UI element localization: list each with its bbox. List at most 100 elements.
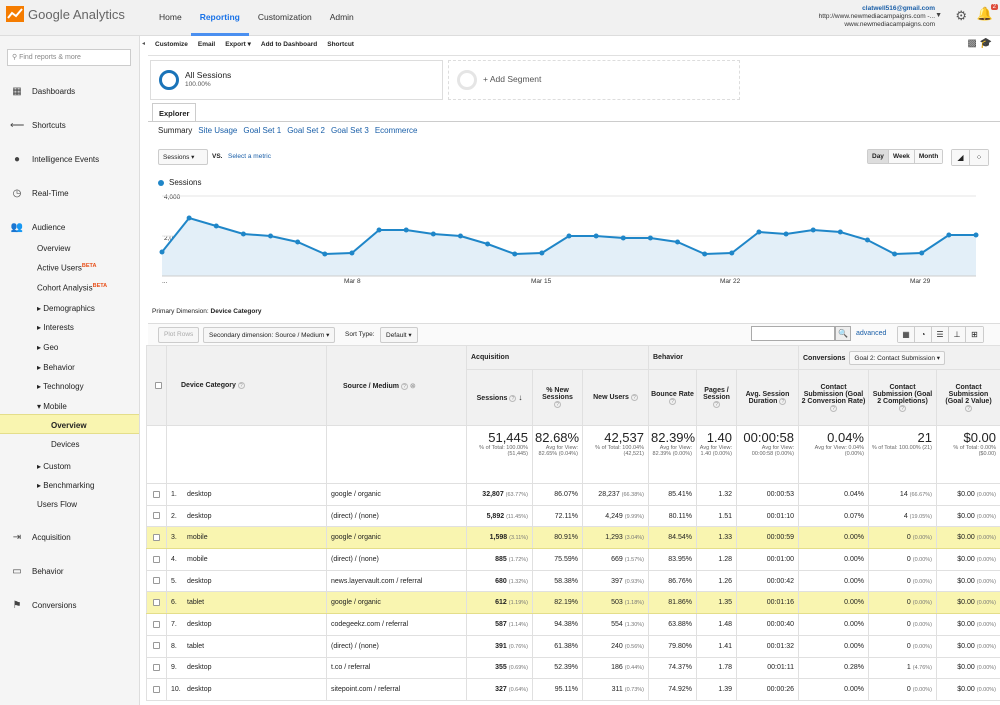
row-checkbox-cell[interactable] xyxy=(146,548,167,571)
device-link[interactable]: desktop xyxy=(187,620,212,628)
email-button[interactable]: Email xyxy=(197,41,216,48)
search-icon[interactable]: 🔍 xyxy=(835,326,851,341)
data-point[interactable] xyxy=(756,229,762,235)
subtab-goal-set-3[interactable]: Goal Set 3 xyxy=(331,126,369,135)
qr-icon[interactable]: ▩ xyxy=(967,38,977,49)
table-row[interactable]: 8. tablet (direct) / (none) 391 (0.76%) 61.3… xyxy=(146,634,1000,658)
help-icon[interactable]: ? xyxy=(509,395,517,402)
sort-desc-icon[interactable]: ↓ xyxy=(518,393,523,402)
source-cell[interactable]: google / organic xyxy=(326,591,467,615)
sidebar-item-shortcuts[interactable]: ⟵ Shortcuts xyxy=(0,119,140,131)
data-point[interactable] xyxy=(485,241,491,247)
secondary-dimension-select[interactable]: Secondary dimension: Source / Medium ▾ xyxy=(203,327,336,343)
data-point[interactable] xyxy=(837,229,843,235)
subtab-ecommerce[interactable]: Ecommerce xyxy=(374,126,418,135)
row-checkbox-cell[interactable] xyxy=(146,678,167,701)
device-link[interactable]: desktop xyxy=(187,512,212,520)
sidebar-item-audience[interactable]: 👥 Audience xyxy=(0,221,140,233)
checkbox[interactable] xyxy=(153,642,160,650)
goal-select[interactable]: Goal 2: Contact Submission ▾ xyxy=(849,350,946,365)
line-chart-icon[interactable]: ◢ xyxy=(952,150,970,165)
data-point[interactable] xyxy=(810,227,816,233)
advanced-link[interactable]: advanced xyxy=(856,330,887,337)
select-metric-link[interactable]: Select a metric xyxy=(228,153,271,160)
data-point[interactable] xyxy=(539,250,545,256)
device-link[interactable]: mobile xyxy=(187,555,208,563)
subtab-site-usage[interactable]: Site Usage xyxy=(198,126,238,135)
row-checkbox-cell[interactable] xyxy=(146,613,167,636)
graduation-cap-icon[interactable]: 🎓 xyxy=(979,38,992,49)
data-point[interactable] xyxy=(240,231,246,237)
data-point[interactable] xyxy=(919,250,925,256)
pivot-view-icon[interactable]: ⊞ xyxy=(966,327,983,342)
header-sessions[interactable]: Sessions ? ↓ xyxy=(466,369,533,426)
data-point[interactable] xyxy=(864,237,870,243)
motion-chart-icon[interactable]: ⁘ xyxy=(970,150,988,165)
data-point[interactable] xyxy=(973,232,979,238)
help-icon[interactable]: ? xyxy=(713,401,720,408)
data-point[interactable] xyxy=(675,239,681,245)
header-device-category[interactable]: Device Category ? xyxy=(166,345,327,426)
data-point[interactable] xyxy=(322,251,328,257)
source-cell[interactable]: t.co / referral xyxy=(326,656,467,680)
help-icon[interactable]: ? xyxy=(630,394,638,401)
add-segment-button[interactable]: + Add Segment xyxy=(448,60,740,100)
data-point[interactable] xyxy=(512,251,518,257)
subtab-summary[interactable]: Summary xyxy=(158,126,193,135)
gear-icon[interactable]: ⚙ xyxy=(955,8,967,23)
sidebar-item-realtime[interactable]: ◷ Real-Time xyxy=(0,187,140,199)
checkbox[interactable] xyxy=(153,534,160,542)
table-row[interactable]: 7. desktop codegeekz.com / referral 587 (1.… xyxy=(146,613,1000,636)
customize-button[interactable]: Customize xyxy=(155,41,188,48)
help-icon[interactable]: ? xyxy=(965,404,972,412)
data-point[interactable] xyxy=(620,235,626,241)
help-icon[interactable]: ? xyxy=(554,401,561,408)
data-point[interactable] xyxy=(946,232,952,238)
sidebar-sub-interests[interactable]: ▸ Interests xyxy=(37,323,74,332)
data-point[interactable] xyxy=(213,223,219,229)
device-link[interactable]: desktop xyxy=(187,686,212,694)
table-view-icon[interactable]: ▦ xyxy=(898,327,915,342)
tab-explorer[interactable]: Explorer xyxy=(152,103,196,122)
help-icon[interactable]: ? xyxy=(779,397,787,405)
data-point[interactable] xyxy=(159,249,165,255)
data-point[interactable] xyxy=(376,227,382,233)
source-cell[interactable]: sitepoint.com / referral xyxy=(326,678,467,701)
source-cell[interactable]: (direct) / (none) xyxy=(326,634,467,658)
source-cell[interactable]: google / organic xyxy=(326,526,467,550)
sidebar-sub-users-flow[interactable]: Users Flow xyxy=(37,500,78,509)
sidebar-item-intelligence[interactable]: ● Intelligence Events xyxy=(0,153,140,165)
search-input[interactable]: ⚲ Find reports & more xyxy=(7,49,131,66)
plot-rows-button[interactable]: Plot Rows xyxy=(158,327,200,343)
period-day-button[interactable]: Day xyxy=(868,150,889,163)
close-icon[interactable]: ⊗ xyxy=(409,382,416,390)
header-goal-completions[interactable]: Contact Submission (Goal 2 Completions)? xyxy=(868,369,937,426)
bell-icon[interactable]: 🔔 xyxy=(976,6,993,21)
header-new-sessions[interactable]: % New Sessions? xyxy=(532,369,583,426)
chevron-down-icon[interactable]: ▼ xyxy=(935,12,942,19)
table-row[interactable]: 9. desktop t.co / referral 355 (0.69%) 52.39… xyxy=(146,656,1000,680)
device-link[interactable]: desktop xyxy=(187,577,212,585)
row-checkbox-cell[interactable] xyxy=(146,656,167,680)
table-row[interactable]: 6. tablet google / organic 612 (1.19%) 82.19… xyxy=(146,591,1000,615)
row-checkbox-cell[interactable] xyxy=(146,569,167,593)
select-all-cell[interactable] xyxy=(146,345,167,426)
checkbox[interactable] xyxy=(153,490,160,498)
header-goal-conv-rate[interactable]: Contact Submission (Goal 2 Conversion Ra… xyxy=(798,369,869,426)
row-checkbox-cell[interactable] xyxy=(146,504,167,528)
header-goal-value[interactable]: Contact Submission (Goal 2 Value)? xyxy=(935,369,1000,426)
device-link[interactable]: tablet xyxy=(187,599,205,607)
data-point[interactable] xyxy=(268,233,274,239)
checkbox[interactable] xyxy=(153,512,160,520)
tab-reporting[interactable]: Reporting xyxy=(190,0,249,36)
table-row[interactable]: 4. mobile (direct) / (none) 885 (1.72%) 75.5… xyxy=(146,548,1000,571)
collapse-sidebar-icon[interactable]: ◂ xyxy=(142,41,146,47)
header-avg-duration[interactable]: Avg. Session Duration ? xyxy=(736,369,799,426)
sidebar-sub-technology[interactable]: ▸ Technology xyxy=(37,382,84,391)
sidebar-sub-benchmarking[interactable]: ▸ Benchmarking xyxy=(37,481,95,490)
checkbox[interactable] xyxy=(155,381,162,389)
checkbox[interactable] xyxy=(153,620,160,628)
data-point[interactable] xyxy=(892,251,898,257)
sidebar-sub-cohort[interactable]: Cohort AnalysisBETA xyxy=(37,283,107,293)
device-link[interactable]: desktop xyxy=(187,490,212,498)
